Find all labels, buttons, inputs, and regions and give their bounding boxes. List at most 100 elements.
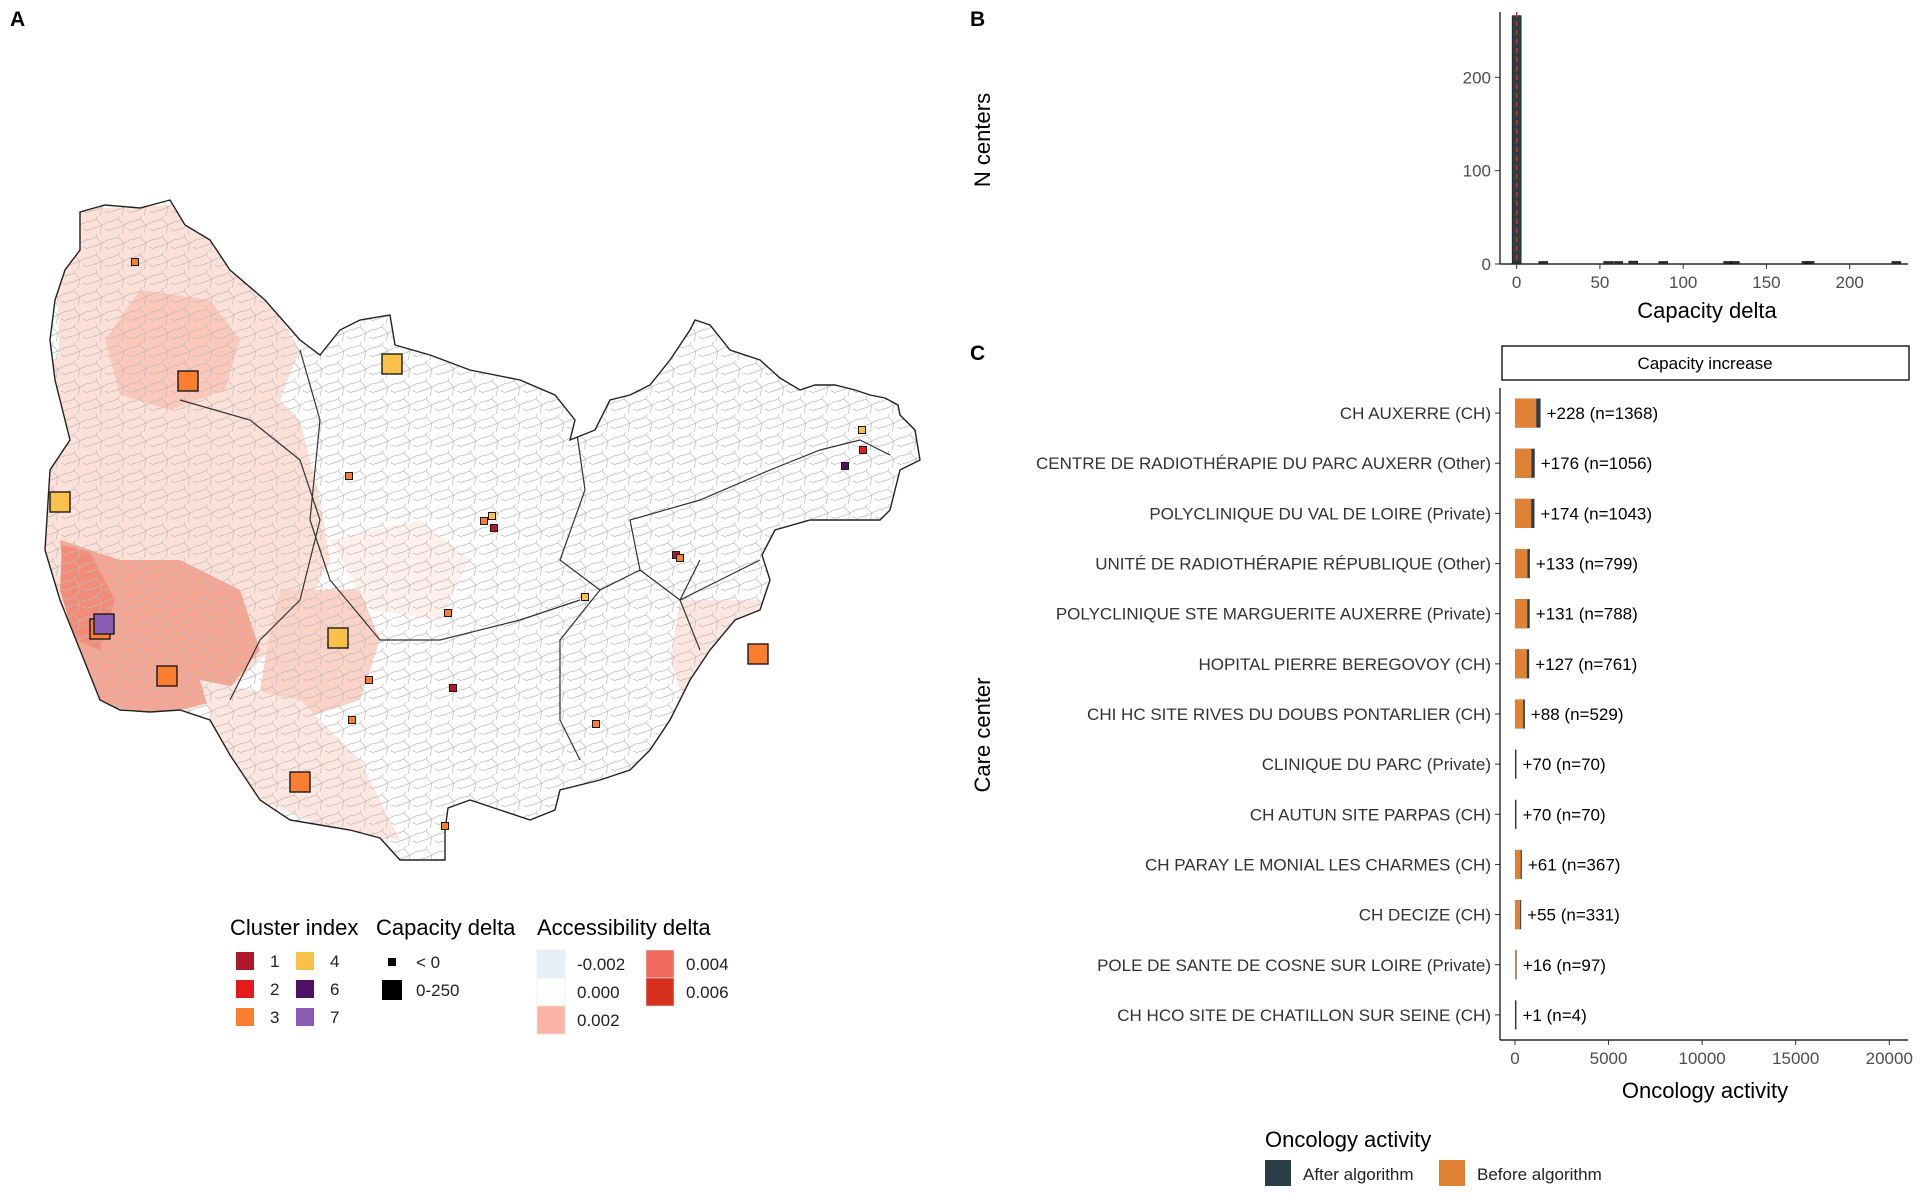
histogram-bar <box>1538 261 1549 264</box>
cluster-legend-swatch <box>236 980 254 998</box>
accessibility-legend-label: 0.002 <box>577 1011 620 1030</box>
activity-legend-title: Oncology activity <box>1265 1127 1431 1152</box>
bar-before-algorithm <box>1514 900 1521 930</box>
activity-legend-swatch <box>1439 1160 1465 1186</box>
bar-value-label: +1 (n=4) <box>1522 1006 1586 1025</box>
care-center-marker <box>49 491 71 513</box>
cluster-legend-label: 7 <box>330 1008 339 1027</box>
bar-value-label: +133 (n=799) <box>1536 555 1638 574</box>
care-center-marker <box>841 462 849 470</box>
category-label: CH AUXERRE (CH) <box>1340 404 1491 423</box>
bar-before-algorithm <box>1514 699 1524 729</box>
capacity-legend-label: 0-250 <box>416 981 459 1000</box>
category-label: CLINIQUE DU PARC (Private) <box>1262 755 1491 774</box>
cluster-legend-label: 6 <box>330 980 339 999</box>
accessibility-legend-label: 0.004 <box>686 955 729 974</box>
care-center-marker <box>156 665 178 687</box>
care-center-marker <box>859 446 867 454</box>
category-label: CH PARAY LE MONIAL LES CHARMES (CH) <box>1145 855 1491 874</box>
accessibility-legend-swatch <box>536 977 566 1007</box>
histogram-bar <box>1730 261 1740 264</box>
histogram-x-tick-label: 50 <box>1590 273 1609 292</box>
cluster-legend: Cluster index 1 2 3 4 6 7 <box>230 915 358 1027</box>
bar-before-algorithm <box>1514 849 1521 880</box>
care-center-marker <box>858 426 866 434</box>
capacity-legend-label: < 0 <box>416 953 440 972</box>
care-center-marker <box>480 517 488 525</box>
bar-value-label: +127 (n=761) <box>1535 655 1637 674</box>
capacity-legend-title: Capacity delta <box>376 915 516 940</box>
capacity-legend: Capacity delta < 0 0-250 <box>376 915 516 1000</box>
bar-value-label: +88 (n=529) <box>1531 705 1624 724</box>
bar-value-label: +16 (n=97) <box>1523 956 1606 975</box>
accessibility-legend-label: 0.000 <box>577 983 620 1002</box>
capacity-histogram: N centers Capacity delta 0 50 100 150 200 0 10… <box>970 12 1908 323</box>
activity-x-tick-label: 0 <box>1510 1049 1519 1068</box>
care-center-marker <box>490 524 498 532</box>
cluster-legend-swatch <box>296 980 314 998</box>
care-center-marker <box>441 822 449 830</box>
histogram-y-tick-label: 200 <box>1463 68 1491 87</box>
care-center-marker <box>327 627 349 649</box>
cluster-legend-swatch <box>236 952 254 970</box>
bar-before-algorithm <box>1514 548 1528 579</box>
accessibility-legend-swatch <box>645 977 675 1007</box>
care-center-marker <box>131 258 139 266</box>
category-label: CHI HC SITE RIVES DU DOUBS PONTARLIER (C… <box>1087 705 1491 724</box>
histogram-x-title: Capacity delta <box>1637 298 1777 323</box>
cluster-legend-swatch <box>236 1008 254 1026</box>
histogram-x-tick-label: 200 <box>1836 273 1864 292</box>
bar-value-label: +61 (n=367) <box>1528 855 1621 874</box>
panel-letter-a: A <box>10 8 25 31</box>
care-center-marker <box>345 472 353 480</box>
category-label: CENTRE DE RADIOTHÉRAPIE DU PARC AUXERR (… <box>1036 454 1491 473</box>
care-center-marker <box>449 684 457 692</box>
bar-value-label: +70 (n=70) <box>1522 755 1605 774</box>
cluster-legend-label: 2 <box>270 980 279 999</box>
capacity-legend-swatch <box>382 980 402 1000</box>
category-label: POLYCLINIQUE STE MARGUERITE AUXERRE (Pri… <box>1056 605 1491 624</box>
category-label: CH DECIZE (CH) <box>1359 906 1491 925</box>
panel-letter-c: C <box>970 342 985 365</box>
activity-x-title: Oncology activity <box>1622 1078 1788 1103</box>
category-label: CH HCO SITE DE CHATILLON SUR SEINE (CH) <box>1117 1006 1491 1025</box>
activity-x-tick-label: 15000 <box>1772 1049 1819 1068</box>
bar-value-label: +70 (n=70) <box>1522 805 1605 824</box>
facet-strip-label: Capacity increase <box>1637 354 1772 373</box>
map-centers <box>49 258 867 830</box>
care-center-marker <box>488 512 496 520</box>
care-center-marker <box>444 609 452 617</box>
bar-before-algorithm <box>1514 649 1527 679</box>
cluster-legend-label: 4 <box>330 952 339 971</box>
bar-before-algorithm <box>1514 398 1537 428</box>
accessibility-legend-swatch <box>536 1005 566 1035</box>
activity-x-tick-label: 10000 <box>1678 1049 1725 1068</box>
histogram-y-title: N centers <box>970 93 995 187</box>
care-center-marker <box>581 593 589 601</box>
histogram-bar <box>1603 261 1614 264</box>
bar-before-algorithm <box>1514 448 1532 478</box>
activity-legend-label: Before algorithm <box>1477 1165 1602 1184</box>
care-center-marker <box>177 370 199 392</box>
histogram-x-tick-label: 100 <box>1669 273 1697 292</box>
accessibility-legend-label: -0.002 <box>577 955 625 974</box>
accessibility-legend-swatch <box>645 949 675 979</box>
bar-value-label: +176 (n=1056) <box>1541 454 1653 473</box>
category-label: HOPITAL PIERRE BEREGOVOY (CH) <box>1198 655 1491 674</box>
oncology-activity-chart: Capacity increase Care center Oncology a… <box>970 345 1913 1103</box>
activity-legend-label: After algorithm <box>1303 1165 1414 1184</box>
region-map <box>44 199 921 861</box>
cluster-legend-label: 1 <box>270 952 279 971</box>
care-center-marker <box>381 353 403 375</box>
bar-value-label: +131 (n=788) <box>1536 605 1638 624</box>
category-label: UNITÉ DE RADIOTHÉRAPIE RÉPUBLIQUE (Other… <box>1095 555 1491 574</box>
category-label: POLYCLINIQUE DU VAL DE LOIRE (Private) <box>1149 504 1491 523</box>
cluster-legend-swatch <box>296 1008 314 1026</box>
bar-value-label: +228 (n=1368) <box>1547 404 1659 423</box>
category-label: POLE DE SANTE DE COSNE SUR LOIRE (Privat… <box>1097 956 1491 975</box>
activity-x-tick-label: 20000 <box>1866 1049 1913 1068</box>
panel-letter-b: B <box>970 8 985 31</box>
cluster-legend-label: 3 <box>270 1008 279 1027</box>
histogram-y-tick-label: 0 <box>1482 255 1491 274</box>
